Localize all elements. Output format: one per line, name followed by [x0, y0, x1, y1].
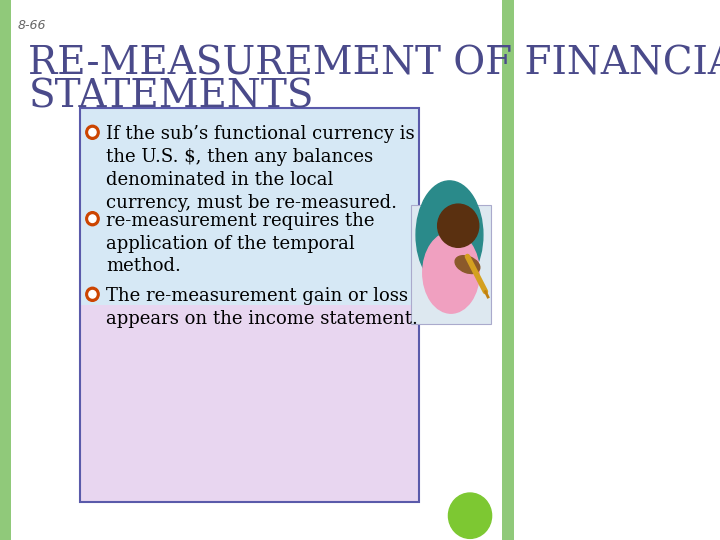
FancyBboxPatch shape	[503, 0, 513, 540]
Ellipse shape	[455, 256, 480, 273]
FancyBboxPatch shape	[80, 305, 418, 502]
Text: RE-MEASUREMENT OF FINANCIAL: RE-MEASUREMENT OF FINANCIAL	[28, 46, 720, 83]
Text: STATEMENTS: STATEMENTS	[28, 78, 314, 116]
Circle shape	[89, 215, 96, 222]
Circle shape	[438, 204, 479, 247]
Ellipse shape	[423, 232, 480, 313]
Circle shape	[86, 287, 99, 301]
Text: 8-66: 8-66	[18, 19, 47, 32]
Circle shape	[86, 125, 99, 139]
Text: re-measurement requires the
application of the temporal
method.: re-measurement requires the application …	[107, 212, 375, 275]
Circle shape	[86, 212, 99, 226]
Ellipse shape	[416, 181, 483, 289]
FancyBboxPatch shape	[411, 205, 490, 324]
Text: The re-measurement gain or loss
appears on the income statement.: The re-measurement gain or loss appears …	[107, 287, 418, 328]
Circle shape	[89, 129, 96, 136]
FancyBboxPatch shape	[80, 108, 418, 305]
Circle shape	[449, 493, 492, 538]
Circle shape	[89, 291, 96, 298]
Text: If the sub’s functional currency is
the U.S. $, then any balances
denominated in: If the sub’s functional currency is the …	[107, 125, 415, 212]
FancyBboxPatch shape	[0, 0, 12, 540]
